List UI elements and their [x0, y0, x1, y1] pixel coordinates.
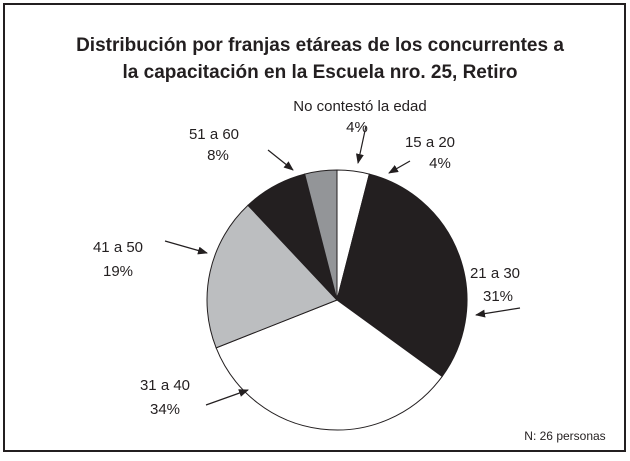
- slice-value-label: 8%: [207, 147, 229, 164]
- slice-value-label: 34%: [150, 401, 180, 418]
- slice-label: 15 a 20: [405, 134, 455, 151]
- slice-label: 51 a 60: [189, 126, 239, 143]
- leader-arrow: [205, 389, 249, 406]
- slice-value-label: 4%: [429, 155, 451, 172]
- pie-slice: [206, 204, 338, 349]
- slice-value-label: 31%: [483, 288, 513, 305]
- slice-value-label: 4%: [346, 119, 368, 136]
- leader-arrow: [355, 125, 367, 164]
- pie-slice: [215, 299, 443, 431]
- leader-arrow: [388, 160, 411, 174]
- chart-title: Distribución por franjas etáreas de los …: [76, 35, 564, 56]
- chart-title: la capacitación en la Escuela nro. 25, R…: [123, 62, 518, 83]
- leader-arrow: [475, 307, 521, 318]
- leader-arrow: [267, 149, 294, 171]
- annotation: N: 26 personas: [524, 429, 605, 443]
- slice-value-label: 19%: [103, 263, 133, 280]
- slice-label: 21 a 30: [470, 265, 520, 282]
- slice-label: 41 a 50: [93, 239, 143, 256]
- pie-slice: [336, 173, 468, 378]
- slice-label: No contestó la edad: [293, 98, 426, 115]
- pie-slice: [304, 169, 338, 301]
- leader-arrow: [164, 240, 208, 255]
- slice-label: 31 a 40: [140, 377, 190, 394]
